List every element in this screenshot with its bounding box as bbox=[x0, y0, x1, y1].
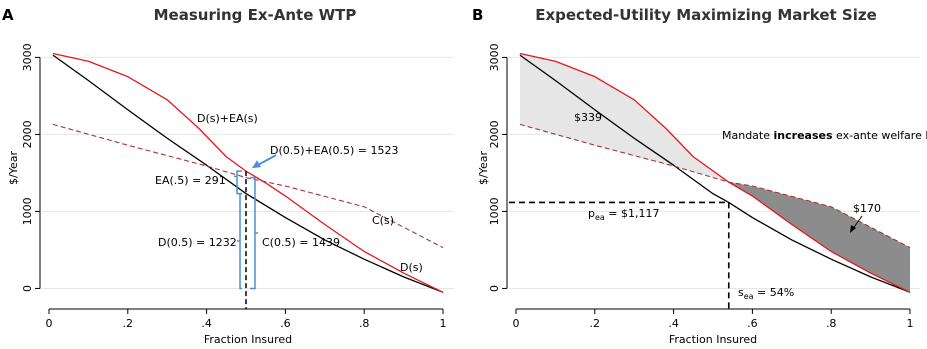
series-line bbox=[52, 54, 444, 293]
panel-a-letter: A bbox=[2, 6, 14, 24]
annotation-s-ea-sub: ea bbox=[744, 292, 754, 301]
annotation-p-ea-sub: ea bbox=[595, 213, 605, 222]
annotation-mandate-post: ex-ante welfare by $169 bbox=[833, 129, 927, 142]
annotation-d-of-s: D(s) bbox=[400, 261, 423, 274]
panel-b-ylabel: $/Year bbox=[477, 151, 490, 185]
panel-a: A Measuring Ex-Ante WTP 0 1000 2000 3000 0 .2… bbox=[2, 6, 453, 346]
arrowhead-170 bbox=[850, 225, 856, 233]
annotation-c-of-s: C(s) bbox=[372, 214, 394, 227]
annotation-s-ea-main: s bbox=[738, 286, 744, 299]
annotation-mandate-pre: Mandate bbox=[722, 129, 774, 142]
y-tick-label: 3000 bbox=[488, 43, 501, 71]
x-tick-label: .4 bbox=[668, 317, 679, 330]
bracket-c bbox=[250, 176, 256, 290]
annotation-area-170: $170 bbox=[853, 202, 881, 215]
panel-a-grid bbox=[42, 56, 453, 289]
y-tick-label: 3000 bbox=[21, 43, 34, 71]
series-line bbox=[52, 52, 444, 293]
annotation-area-339: $339 bbox=[574, 111, 602, 124]
panel-a-title: Measuring Ex-Ante WTP bbox=[154, 6, 357, 24]
annotation-s-ea-rest: = 54% bbox=[754, 286, 795, 299]
x-tick-label: 0 bbox=[513, 317, 520, 330]
panel-a-xlabel: Fraction Insured bbox=[204, 333, 292, 346]
x-tick-label: 1 bbox=[440, 317, 447, 330]
panel-b-letter: B bbox=[472, 6, 483, 24]
annotation-mandate: Mandate increases ex-ante welfare by $16… bbox=[722, 129, 927, 142]
panel-b-shapes bbox=[509, 52, 911, 309]
panel-b-axes: 0 1000 2000 3000 0 .2 .4 .6 .8 1 bbox=[488, 43, 914, 330]
annotation-ea-half: EA(.5) = 291 bbox=[155, 174, 226, 187]
panel-b-xlabel: Fraction Insured bbox=[669, 333, 757, 346]
x-tick-label: .2 bbox=[590, 317, 601, 330]
shaded-region bbox=[728, 182, 910, 293]
panel-a-shapes bbox=[52, 52, 444, 309]
panel-b-title: Expected-Utility Maximizing Market Size bbox=[535, 6, 877, 24]
annotation-d-plus-ea: D(s)+EA(s) bbox=[197, 112, 258, 125]
panel-a-ylabel: $/Year bbox=[7, 151, 20, 185]
annotation-p-ea-main: p bbox=[588, 207, 595, 220]
annotation-c-half: C(0.5) = 1439 bbox=[262, 236, 340, 249]
y-tick-label: 0 bbox=[488, 285, 501, 292]
annotation-p-ea-rest: = $1,117 bbox=[605, 207, 660, 220]
series-line bbox=[519, 52, 911, 293]
panel-a-axes: 0 1000 2000 3000 0 .2 .4 .6 .8 1 bbox=[21, 43, 447, 330]
annotation-s-ea: sea = 54% bbox=[738, 286, 794, 301]
series-line bbox=[519, 54, 911, 293]
y-tick-label: 0 bbox=[21, 285, 34, 292]
shaded-region bbox=[519, 53, 729, 183]
bracket-d bbox=[239, 192, 242, 290]
y-tick-label: 1000 bbox=[488, 197, 501, 225]
x-tick-label: .2 bbox=[123, 317, 134, 330]
panel-b: B Expected-Utility Maximizing Market Siz… bbox=[472, 6, 927, 346]
x-tick-label: .8 bbox=[359, 317, 370, 330]
series-line bbox=[519, 123, 911, 249]
x-tick-label: 0 bbox=[46, 317, 53, 330]
callout-arrowhead bbox=[252, 160, 261, 169]
y-tick-label: 2000 bbox=[488, 120, 501, 148]
annotation-d-plus-ea-at-half: D(0.5)+EA(0.5) = 1523 bbox=[270, 144, 399, 157]
x-tick-label: .6 bbox=[747, 317, 758, 330]
series-line bbox=[52, 123, 444, 249]
y-tick-label: 2000 bbox=[21, 120, 34, 148]
x-tick-label: 1 bbox=[907, 317, 914, 330]
y-tick-label: 1000 bbox=[21, 197, 34, 225]
annotation-d-half: D(0.5) = 1232 bbox=[158, 236, 237, 249]
x-tick-label: .6 bbox=[280, 317, 291, 330]
x-tick-label: .8 bbox=[826, 317, 837, 330]
annotation-p-ea: pea = $1,117 bbox=[588, 207, 660, 222]
annotation-mandate-bold: increases bbox=[774, 129, 833, 142]
x-tick-label: .4 bbox=[201, 317, 212, 330]
